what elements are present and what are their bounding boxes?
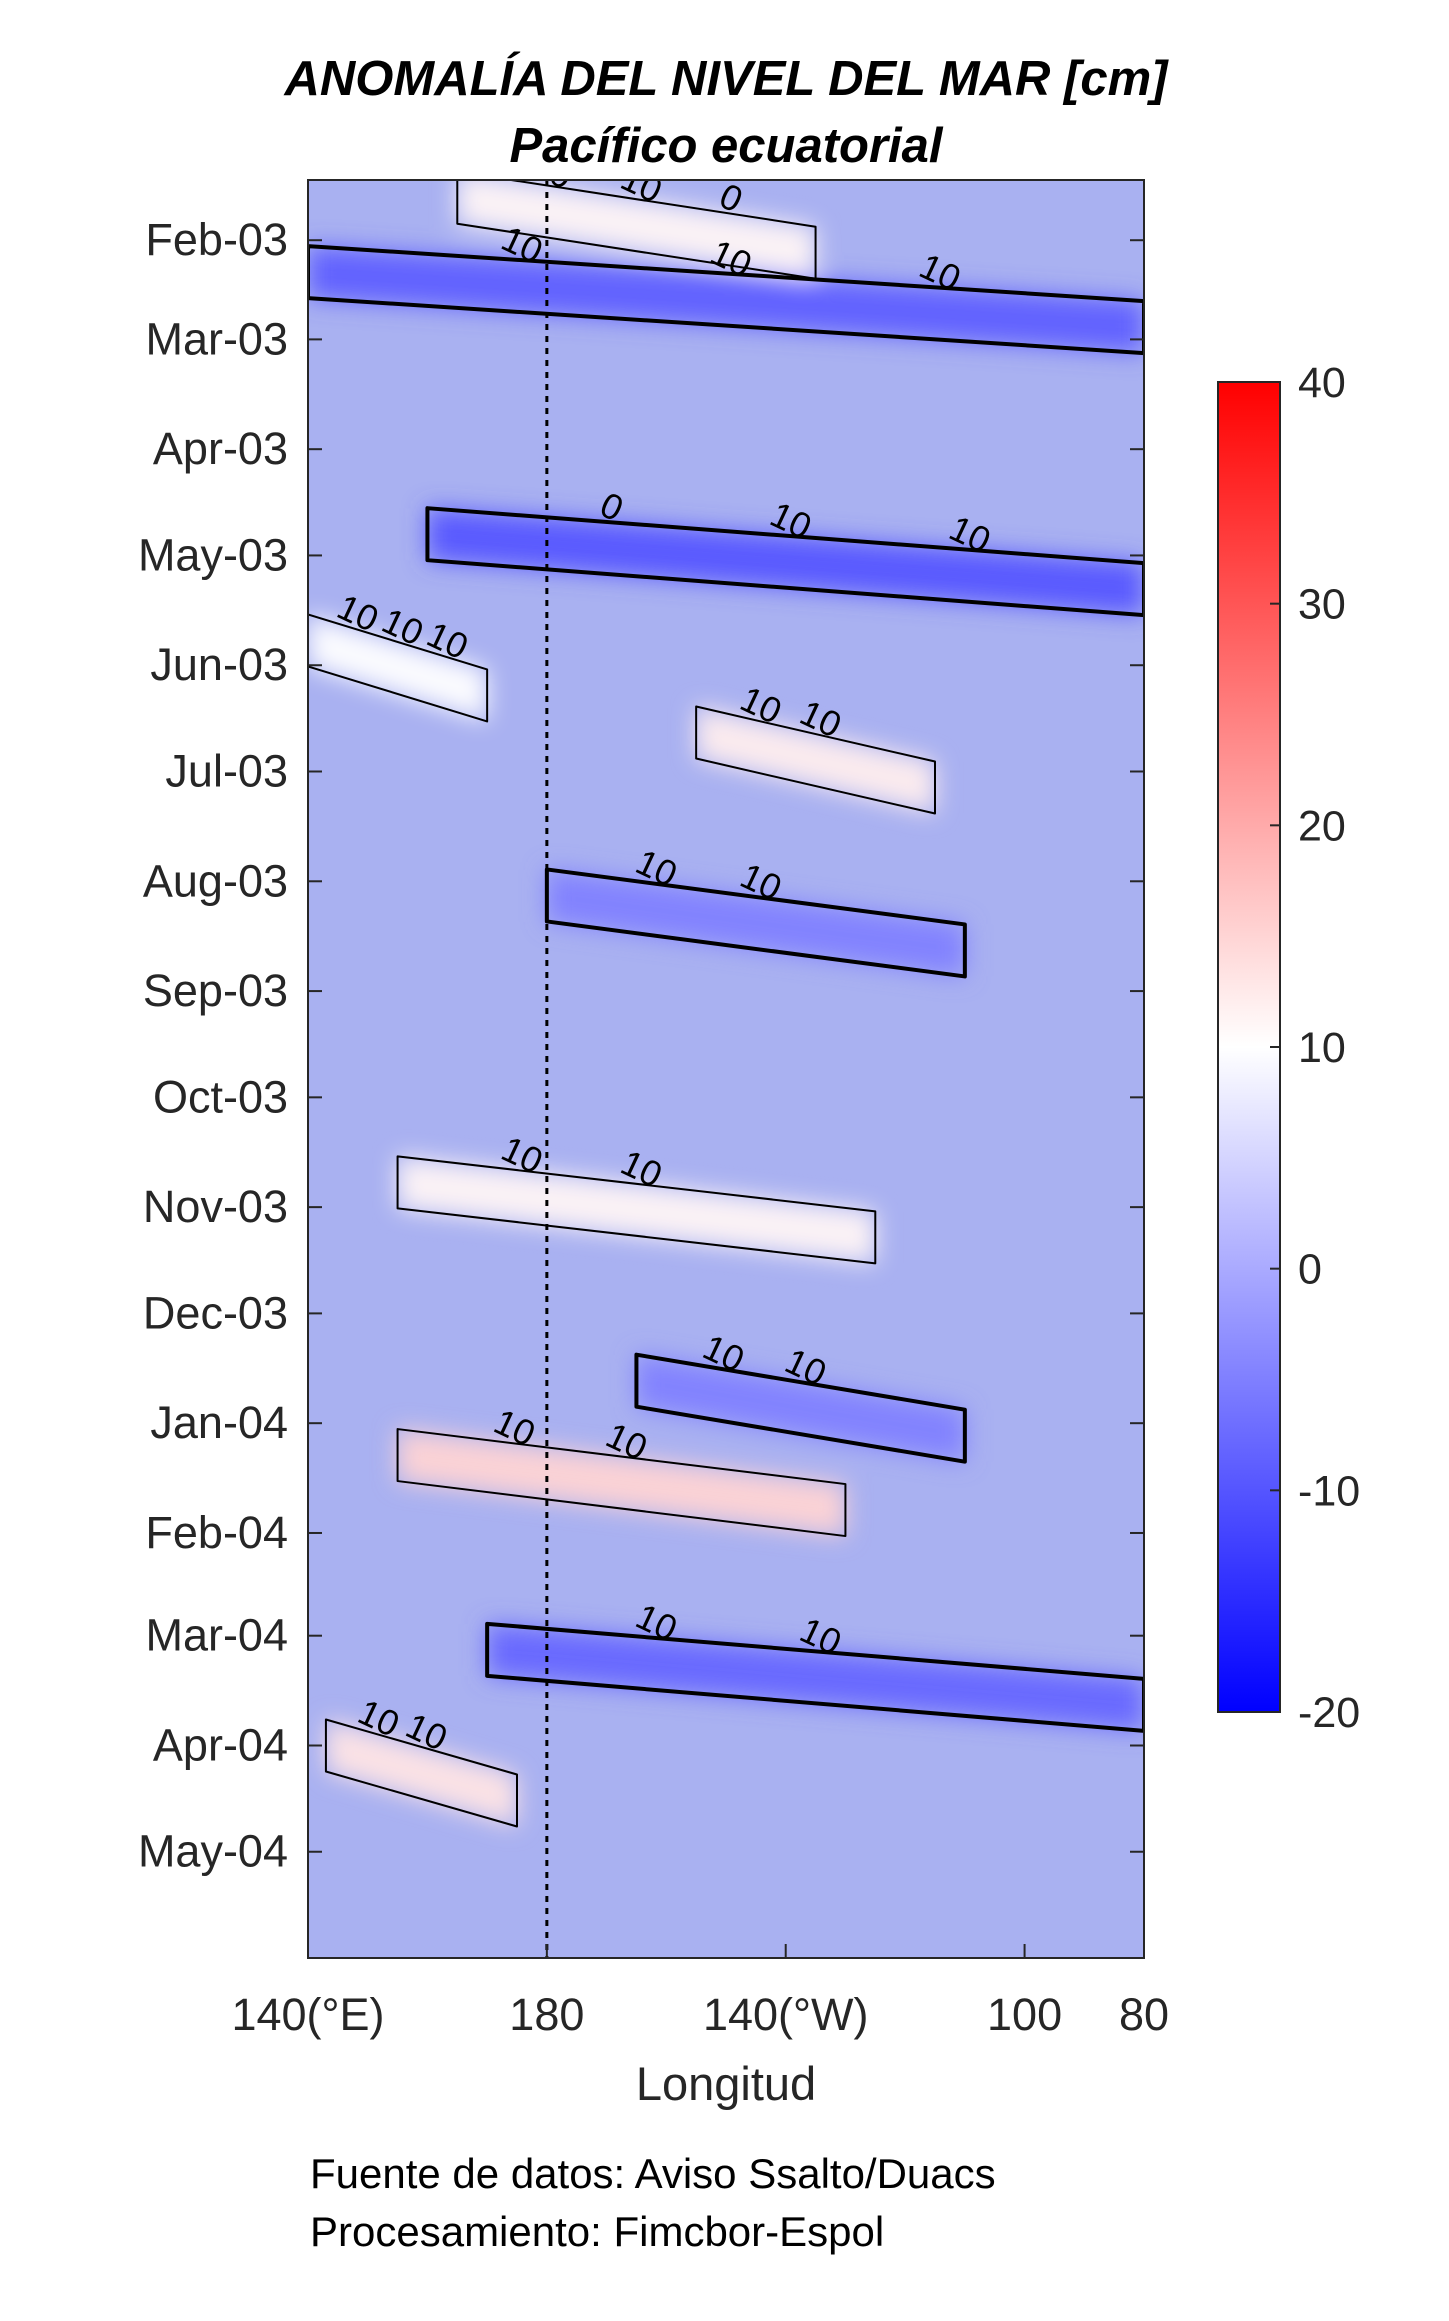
y-tick-label: May-04	[138, 1826, 288, 1877]
y-tick-label: Sep-03	[143, 965, 288, 1016]
colorbar-tick-label: 40	[1298, 359, 1346, 407]
heatmap-band	[546, 869, 965, 977]
x-tick-label: 80	[1119, 1989, 1169, 2040]
y-tick-label: Dec-03	[143, 1287, 288, 1338]
y-tick-label: Aug-03	[143, 855, 288, 906]
colorbar-tick-label: -10	[1298, 1467, 1360, 1515]
x-tick-label: 100	[987, 1989, 1062, 2040]
y-tick-label: Oct-03	[153, 1071, 288, 1122]
y-axis-ticks: Feb-03 Mar-03 Apr-03 May-03 Jun-03 Jul-03 Aug-…	[138, 214, 1144, 1877]
contour-line-zero	[425, 506, 1144, 618]
colorbar-tick-label: -20	[1298, 1689, 1360, 1737]
contour-line-zero	[634, 1352, 967, 1464]
x-axis-label: Longitud	[636, 2057, 816, 2110]
heatmap-band	[487, 1623, 1144, 1731]
x-tick-label: 140(°W)	[703, 1989, 869, 2040]
x-axis-ticks: 140(°E) 180 140(°W) 100 80	[231, 1944, 1169, 2040]
heatmap-band	[325, 1719, 517, 1827]
processing-note: Procesamiento: Fimcbor-Espol	[310, 2208, 885, 2255]
colorbar-tick-label: 10	[1298, 1024, 1346, 1072]
x-tick-label: 180	[509, 1989, 584, 2040]
y-tick-label: Jun-03	[150, 639, 288, 690]
y-tick-label: Feb-03	[145, 214, 288, 265]
colorbar-ticks: 40 30 20 10 0 -10 -20	[1270, 359, 1360, 1737]
contour-line-ten	[396, 1155, 877, 1265]
plot-frame	[307, 179, 1145, 1959]
contour-lines	[308, 180, 1144, 1828]
x-tick-label: 140(°E)	[231, 1989, 384, 2040]
heatmap-bands	[308, 180, 1144, 1827]
y-tick-label: Jan-04	[150, 1397, 288, 1448]
contour-line-ten	[396, 1428, 847, 1538]
contour-line-ten	[324, 1718, 518, 1828]
data-source-note: Fuente de datos: Aviso Ssalto/Duacs	[310, 2150, 996, 2197]
chart-title: ANOMALÍA DEL NIVEL DEL MAR [cm]	[284, 52, 1170, 106]
heatmap-plot-area: 1010010101010101010101010101010101010101…	[308, 180, 1144, 1958]
y-tick-label: May-03	[138, 529, 288, 580]
contour-line-zero	[485, 1621, 1144, 1733]
y-tick-label: Jul-03	[165, 745, 288, 796]
heatmap-band	[636, 1354, 965, 1462]
colorbar-tick-label: 30	[1298, 581, 1346, 629]
heatmap-band	[308, 614, 488, 722]
chart-subtitle: Pacífico ecuatorial	[509, 119, 943, 173]
heatmap-band	[308, 246, 1144, 354]
y-tick-label: Feb-04	[145, 1507, 288, 1558]
y-tick-label: Mar-03	[145, 313, 288, 364]
heatmap-band	[397, 1156, 876, 1264]
y-tick-label: Apr-03	[153, 423, 288, 474]
heatmap-band	[696, 706, 935, 814]
y-tick-label: Mar-04	[145, 1610, 288, 1661]
heatmap-band	[427, 508, 1144, 616]
contour-line-ten	[695, 705, 936, 815]
colorbar-tick-label: 0	[1298, 1246, 1322, 1294]
heatmap-band	[397, 1429, 846, 1537]
contour-line-ten	[308, 613, 489, 723]
y-tick-label: Nov-03	[143, 1181, 288, 1232]
y-tick-label: Apr-04	[153, 1719, 288, 1770]
colorbar-tick-label: 20	[1298, 802, 1346, 850]
contour-line-zero	[308, 244, 1144, 356]
